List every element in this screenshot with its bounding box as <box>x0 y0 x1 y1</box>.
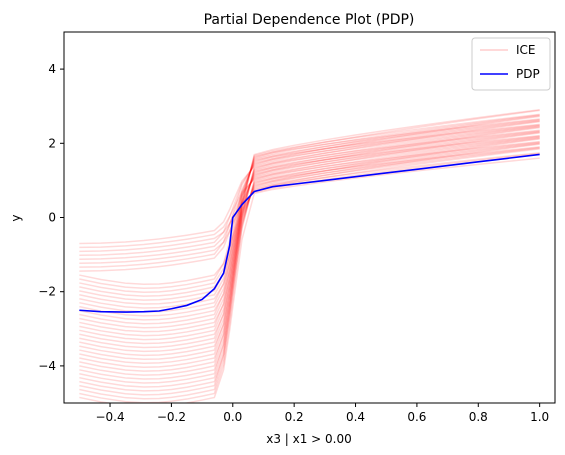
ice-line <box>79 130 540 329</box>
ice-line <box>79 118 540 337</box>
ice-line <box>79 124 540 290</box>
y-tick-label: −4 <box>38 359 56 373</box>
ice-line <box>79 119 540 301</box>
ice-line <box>79 140 540 261</box>
legend-ice-label: ICE <box>516 43 536 57</box>
ice-line <box>79 129 540 400</box>
ice-line <box>79 131 540 293</box>
y-axis-ticks: −4 −2 0 2 4 <box>38 62 64 373</box>
y-tick-label: 2 <box>48 136 56 150</box>
x-tick-label: 0.0 <box>223 410 242 424</box>
ice-line <box>79 113 540 384</box>
x-axis-label: x3 | x1 > 0.00 <box>266 432 352 446</box>
ice-line <box>79 126 540 305</box>
legend-box <box>471 37 551 91</box>
ice-line <box>79 143 540 286</box>
ice-line <box>79 142 540 357</box>
y-axis-label: y <box>9 214 23 221</box>
ice-line <box>79 148 540 264</box>
ice-line <box>79 109 540 361</box>
ice-line <box>79 136 540 403</box>
x-tick-label: 0.6 <box>407 410 426 424</box>
ice-line <box>79 118 540 372</box>
ice-line <box>79 123 540 325</box>
ice-line <box>79 146 540 345</box>
ice-line <box>79 124 540 245</box>
ice-line <box>79 142 540 321</box>
ice-line <box>79 147 540 309</box>
x-tick-label: 1.0 <box>530 410 549 424</box>
chart-title: Partial Dependence Plot (PDP) <box>204 12 415 28</box>
x-tick-label: 0.4 <box>346 410 365 424</box>
ice-line <box>79 157 540 403</box>
ice-line <box>79 136 540 272</box>
ice-line <box>79 137 540 368</box>
x-tick-label: 0.2 <box>285 410 304 424</box>
ice-line <box>79 135 540 317</box>
ice-line <box>79 115 540 268</box>
pdp-line <box>79 153 540 313</box>
ice-line <box>79 114 540 349</box>
ice-line <box>79 132 540 249</box>
ice-line <box>79 126 540 341</box>
ice-line <box>79 134 540 353</box>
ice-line <box>79 125 540 376</box>
pdp-series <box>79 153 540 313</box>
ice-line <box>79 152 540 297</box>
y-tick-label: −2 <box>38 285 56 299</box>
legend-pdp-label: PDP <box>516 67 540 81</box>
ice-line <box>79 108 540 396</box>
ice-line <box>79 141 540 392</box>
ice-lines <box>79 108 540 403</box>
ice-line <box>79 120 540 388</box>
x-axis-ticks: −0.4 −0.2 0.0 0.2 0.4 0.6 0.8 1.0 <box>95 403 549 424</box>
x-tick-label: −0.4 <box>95 410 124 424</box>
y-tick-label: 0 <box>48 211 56 225</box>
legend: ICE PDP <box>471 37 551 91</box>
ice-line <box>79 146 540 380</box>
ice-line <box>79 120 540 257</box>
ice-line <box>79 130 540 365</box>
y-tick-label: 4 <box>48 62 56 76</box>
x-tick-label: 0.8 <box>469 410 488 424</box>
ice-line <box>79 138 540 333</box>
x-tick-label: −0.2 <box>157 410 186 424</box>
